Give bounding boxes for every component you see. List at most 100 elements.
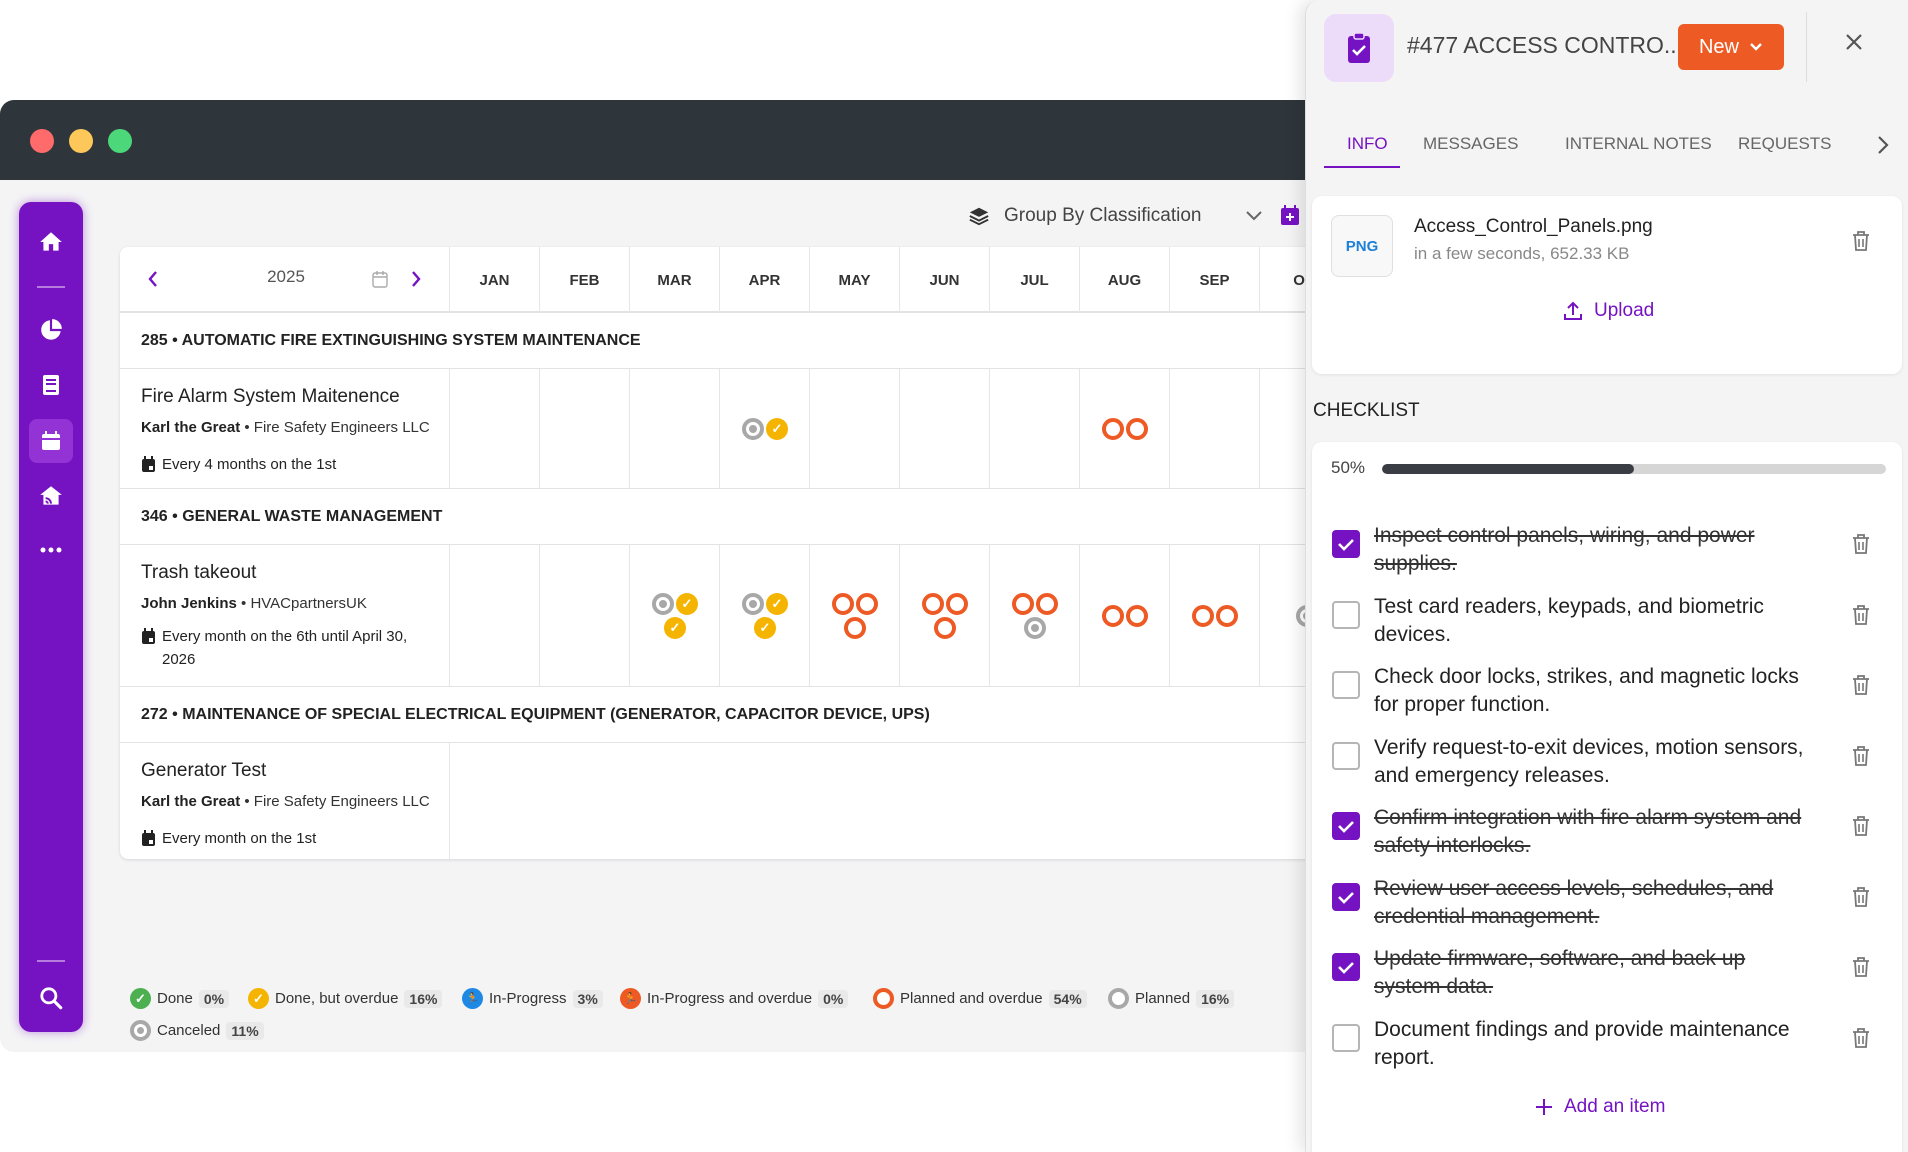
checklist-checkbox[interactable] [1332,882,1360,911]
task-info: Generator Test Karl the Great • Fire Saf… [120,743,450,859]
overdue-marker[interactable] [946,593,968,615]
analytics-button[interactable] [29,308,73,352]
upload-button[interactable]: Upload [1562,300,1654,322]
planned-marker[interactable] [742,418,764,440]
overdue-marker[interactable] [934,617,956,639]
checklist-checkbox[interactable] [1332,953,1360,981]
tab-requests[interactable]: REQUESTS [1738,134,1832,153]
task-row[interactable]: Fire Alarm System Maitenence Karl the Gr… [120,369,1330,489]
calendar-button[interactable] [29,419,73,463]
overdue-marker[interactable] [1192,605,1214,627]
overdue-marker[interactable] [832,593,854,615]
column-divider [899,369,900,488]
checklist-item-text[interactable]: Inspect control panels, wiring, and powe… [1374,524,1755,575]
more-button[interactable] [29,528,73,572]
overdue-marker[interactable] [1216,605,1238,627]
checklist-item-text[interactable]: Review user access levels, schedules, an… [1374,876,1774,928]
month-header: JUL [990,247,1080,313]
checklist-item-text[interactable]: Verify request-to-exit devices, motion s… [1374,735,1804,787]
search-button[interactable] [29,976,73,1020]
done-overdue-marker[interactable]: ✓ [766,593,788,615]
trash-icon[interactable] [1852,533,1870,555]
work-order-icon-box [1324,14,1394,82]
checklist-checkbox[interactable] [1332,741,1360,770]
house-signal-icon [40,486,62,505]
progress-fill [1382,464,1634,474]
done-overdue-marker[interactable]: ✓ [766,418,788,440]
chevron-right-icon[interactable] [1876,134,1890,156]
file-meta: in a few seconds, 652.33 KB [1414,244,1630,263]
plus-icon [1536,1099,1552,1115]
tab-messages[interactable]: MESSAGES [1423,134,1519,153]
checklist-item-text[interactable]: Test card readers, keypads, and biometri… [1374,594,1764,646]
add-item-button[interactable]: Add an item [1534,1096,1665,1118]
header-divider [1806,12,1807,82]
overdue-marker[interactable] [1102,605,1124,627]
trash-icon[interactable] [1852,815,1870,837]
minimize-window-button[interactable] [69,129,93,153]
month-header: MAY [810,247,900,313]
trash-icon[interactable] [1852,230,1870,252]
checklist-checkbox[interactable] [1332,600,1360,629]
status-dropdown[interactable]: New [1678,24,1784,70]
tab-info[interactable]: INFO [1347,134,1388,153]
done-overdue-marker[interactable]: ✓ [676,593,698,615]
group-header: 346 • GENERAL WASTE MANAGEMENT [120,489,1330,545]
ring-icon [873,988,894,1009]
legend-item: Canceled 11% [130,1020,264,1041]
legend-label: Planned and overdue [900,990,1043,1007]
task-title[interactable]: Generator Test [141,760,267,781]
checklist-item-text[interactable]: Check door locks, strikes, and magnetic … [1374,665,1799,716]
overdue-marker[interactable] [1036,593,1058,615]
close-icon[interactable] [1844,32,1864,52]
task-title[interactable]: Fire Alarm System Maitenence [141,386,400,407]
overdue-marker[interactable] [922,593,944,615]
done-overdue-marker[interactable]: ✓ [664,617,686,639]
overdue-marker[interactable] [1102,418,1124,440]
chevron-left-icon[interactable] [147,269,159,289]
task-row[interactable]: Trash takeout John Jenkins • HVACpartner… [120,545,1330,687]
home-button[interactable] [29,220,73,264]
group-by-select[interactable]: Group By Classification [968,198,1263,234]
check-icon [1338,962,1354,974]
checklist-item-text[interactable]: Confirm integration with fire alarm syst… [1374,806,1802,857]
checklist-checkbox[interactable] [1332,530,1360,558]
done-overdue-marker[interactable]: ✓ [754,617,776,639]
checklist-card: 50% Inspect control panels, wiring, and … [1312,442,1902,1152]
chevron-right-icon[interactable] [410,269,422,289]
overdue-marker[interactable] [1126,418,1148,440]
close-window-button[interactable] [30,129,54,153]
planned-marker[interactable] [1024,617,1046,639]
task-row[interactable]: Generator Test Karl the Great • Fire Saf… [120,743,1330,859]
month-header: SEP [1170,247,1260,313]
overdue-marker[interactable] [856,593,878,615]
task-title[interactable]: Trash takeout [141,562,257,583]
file-name[interactable]: Access_Control_Panels.png [1414,216,1653,237]
trash-icon[interactable] [1852,956,1870,978]
column-divider [1079,545,1080,686]
tab-internal-notes[interactable]: INTERNAL NOTES [1565,134,1712,153]
checklist-checkbox[interactable] [1332,812,1360,840]
maximize-window-button[interactable] [108,129,132,153]
checklist-checkbox[interactable] [1332,1023,1360,1052]
planned-marker[interactable] [652,593,674,615]
trash-icon[interactable] [1852,745,1870,767]
trash-icon[interactable] [1852,1027,1870,1049]
task-info: Trash takeout John Jenkins • HVACpartner… [120,545,450,686]
column-divider [719,369,720,488]
trash-icon[interactable] [1852,886,1870,908]
add-event-button[interactable] [1280,204,1300,231]
overdue-marker[interactable] [844,617,866,639]
overdue-marker[interactable] [1012,593,1034,615]
trash-icon[interactable] [1852,604,1870,626]
date-picker-icon[interactable] [372,270,388,288]
task-schedule: Every 4 months on the 1st [141,453,431,476]
checklist-item-text[interactable]: Update firmware, software, and back up s… [1374,947,1746,998]
assets-button[interactable] [29,474,73,518]
trash-icon[interactable] [1852,674,1870,696]
documents-button[interactable] [29,363,73,407]
planned-marker[interactable] [742,593,764,615]
checklist-checkbox[interactable] [1332,671,1360,699]
checklist-item-text[interactable]: Document findings and provide maintenanc… [1374,1017,1790,1069]
overdue-marker[interactable] [1126,605,1148,627]
